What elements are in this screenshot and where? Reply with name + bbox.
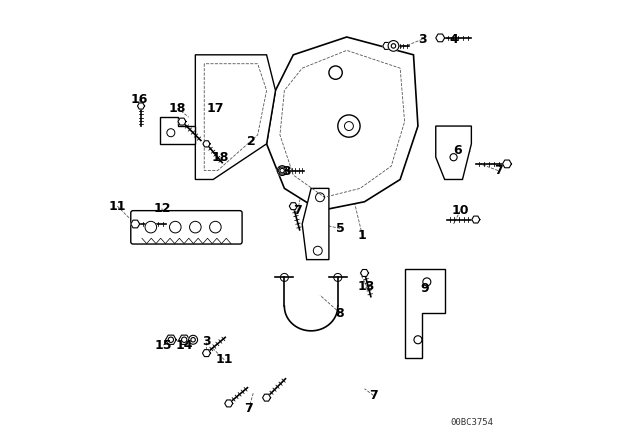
Polygon shape [225, 400, 233, 407]
Text: 18: 18 [169, 102, 186, 115]
Text: 7: 7 [369, 389, 378, 402]
Circle shape [145, 221, 157, 233]
Polygon shape [131, 220, 140, 228]
Circle shape [388, 41, 399, 51]
Circle shape [338, 115, 360, 137]
Polygon shape [289, 203, 298, 210]
Polygon shape [436, 126, 472, 180]
Text: 5: 5 [335, 222, 344, 235]
Circle shape [170, 221, 181, 233]
Polygon shape [195, 55, 275, 180]
Circle shape [277, 166, 287, 176]
Text: 1: 1 [358, 228, 367, 241]
Text: 8: 8 [336, 306, 344, 319]
Text: 18: 18 [211, 151, 228, 164]
Text: 14: 14 [175, 339, 193, 352]
Polygon shape [138, 103, 145, 109]
Polygon shape [436, 34, 445, 42]
Polygon shape [160, 117, 195, 144]
Text: 12: 12 [153, 202, 171, 215]
Polygon shape [404, 268, 445, 358]
Text: 7: 7 [244, 402, 253, 415]
Circle shape [189, 335, 198, 344]
Polygon shape [383, 43, 391, 49]
Text: 7: 7 [293, 204, 302, 217]
Text: 13: 13 [358, 280, 376, 293]
Text: 3: 3 [418, 33, 427, 46]
Polygon shape [166, 335, 176, 345]
Polygon shape [178, 118, 186, 125]
Text: 15: 15 [154, 339, 172, 352]
Text: 17: 17 [207, 102, 224, 115]
Text: 6: 6 [454, 144, 462, 157]
Circle shape [189, 221, 201, 233]
Text: 3: 3 [202, 336, 211, 349]
Text: 11: 11 [109, 200, 126, 213]
Text: 10: 10 [451, 204, 469, 217]
Text: 11: 11 [216, 353, 233, 366]
FancyBboxPatch shape [131, 211, 242, 244]
Circle shape [329, 66, 342, 79]
Polygon shape [179, 335, 189, 345]
Polygon shape [262, 394, 271, 401]
Circle shape [209, 221, 221, 233]
Polygon shape [203, 141, 210, 147]
Text: 16: 16 [131, 93, 148, 106]
Polygon shape [202, 349, 211, 357]
Text: 4: 4 [449, 33, 458, 46]
Text: 9: 9 [420, 282, 429, 295]
Text: 3: 3 [282, 165, 291, 178]
Polygon shape [267, 37, 418, 211]
Text: 00BC3754: 00BC3754 [450, 418, 493, 426]
Polygon shape [360, 270, 369, 276]
Polygon shape [472, 216, 480, 223]
Text: 2: 2 [246, 135, 255, 148]
Polygon shape [302, 188, 329, 260]
Polygon shape [278, 167, 286, 174]
Polygon shape [502, 160, 511, 168]
Text: 7: 7 [493, 164, 502, 177]
